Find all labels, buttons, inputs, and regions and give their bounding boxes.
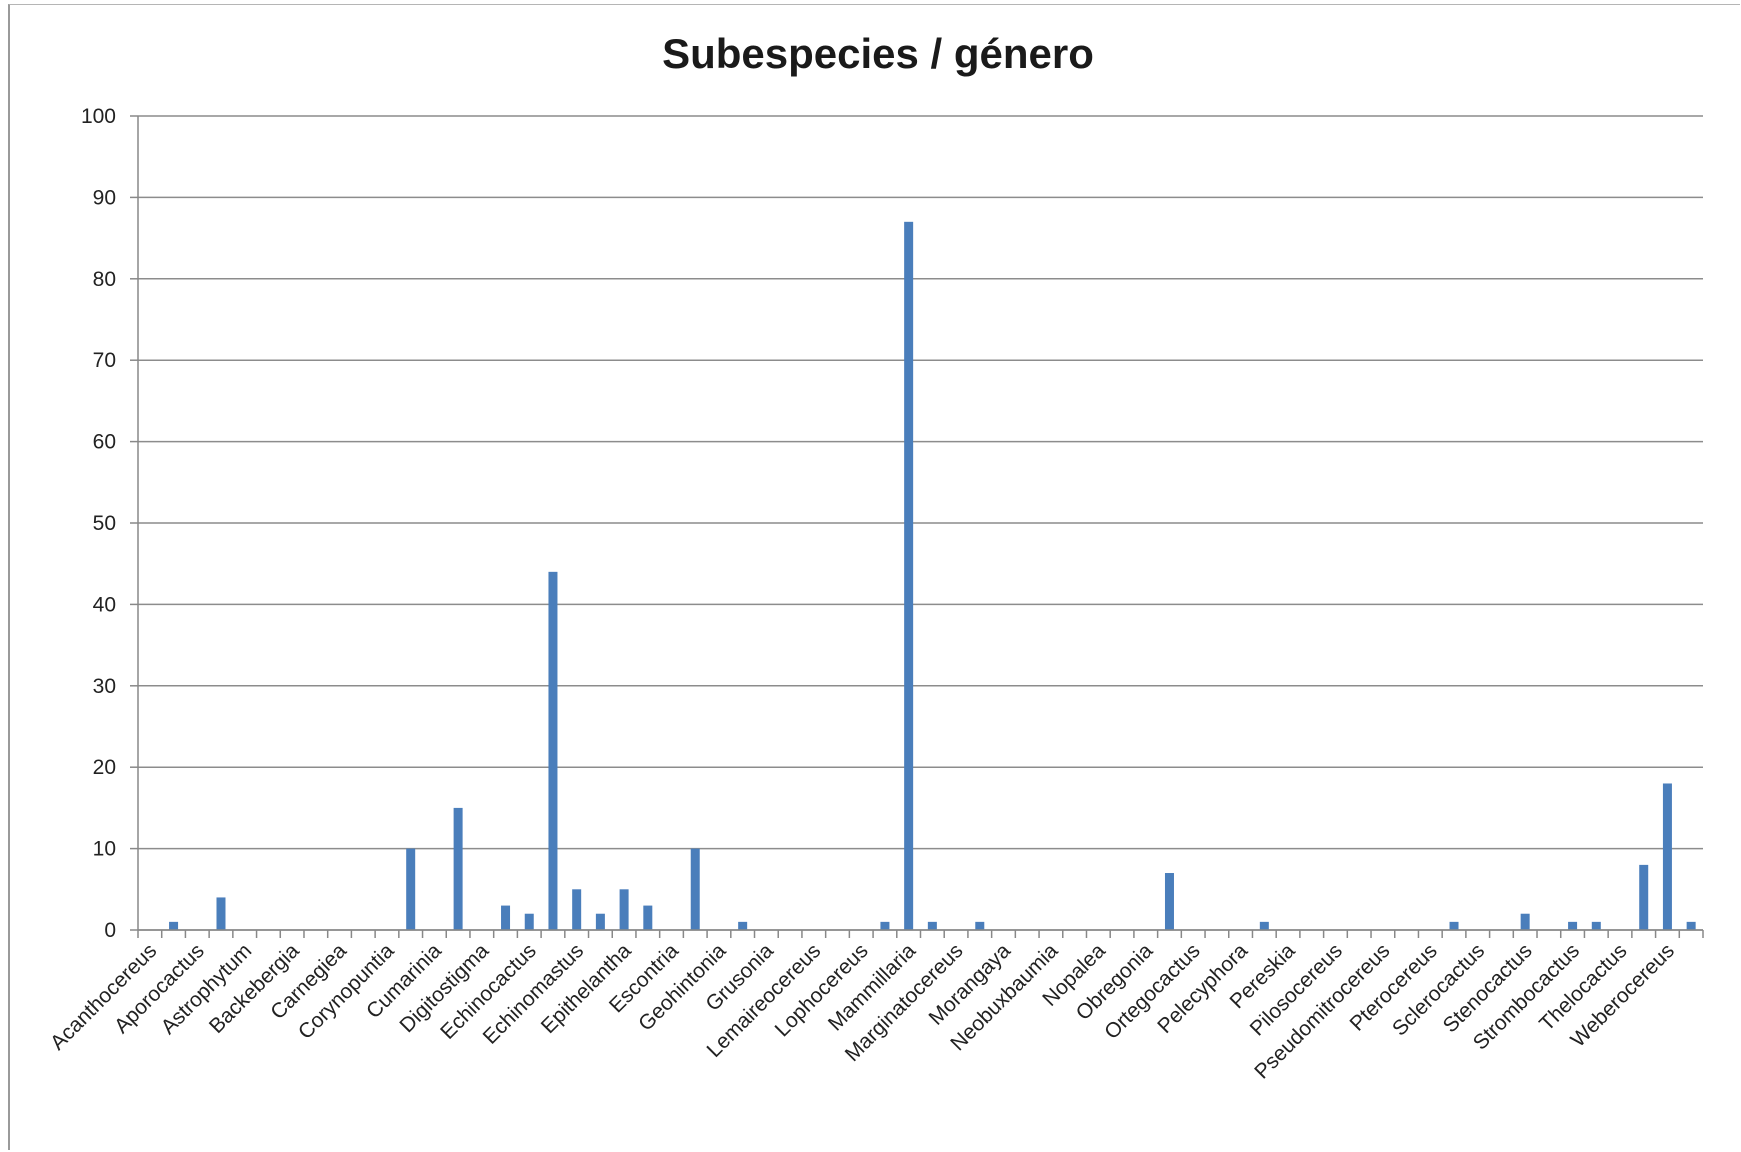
bar	[1639, 864, 1649, 930]
y-tick-label: 30	[93, 675, 116, 698]
bar	[880, 921, 890, 930]
y-tick-label: 0	[104, 919, 116, 942]
gridlines	[138, 115, 1703, 931]
y-tick-label: 80	[93, 268, 116, 291]
y-tick-label: 60	[93, 431, 116, 454]
bar	[1164, 873, 1174, 930]
bar	[1520, 913, 1530, 930]
bar	[1449, 921, 1459, 930]
bar	[501, 905, 511, 930]
bar	[595, 913, 605, 930]
bar	[406, 848, 416, 930]
bar	[572, 889, 582, 930]
bar	[975, 921, 985, 930]
y-tick-label: 10	[93, 838, 116, 861]
bar	[904, 221, 914, 930]
y-axis-ticks: 0 10 20 30 40 50 60 70 80 90 100	[81, 105, 138, 942]
bar	[1686, 921, 1696, 930]
y-tick-label: 70	[93, 349, 116, 372]
bars	[169, 221, 1696, 930]
y-tick-label: 90	[93, 186, 116, 209]
x-axis-ticks: AcanthocereusAporocactusAstrophytumBacke…	[46, 930, 1704, 1083]
bar	[738, 921, 748, 930]
bar	[169, 921, 179, 930]
bar	[619, 889, 629, 930]
y-tick-label: 50	[93, 512, 116, 535]
y-tick-label: 100	[81, 105, 116, 128]
bar	[453, 807, 463, 930]
bar	[216, 897, 226, 930]
y-tick-label: 20	[93, 756, 116, 779]
y-tick-label: 40	[93, 593, 116, 616]
bar	[690, 848, 700, 930]
bar	[1568, 921, 1578, 930]
bar	[548, 571, 558, 930]
chart-frame	[8, 4, 1740, 1150]
bar	[524, 913, 534, 930]
bar	[643, 905, 653, 930]
bar	[1259, 921, 1269, 930]
chart-title: Subespecies / género	[662, 30, 1094, 77]
bar	[1662, 783, 1672, 930]
bar	[927, 921, 937, 930]
bar	[1591, 921, 1601, 930]
